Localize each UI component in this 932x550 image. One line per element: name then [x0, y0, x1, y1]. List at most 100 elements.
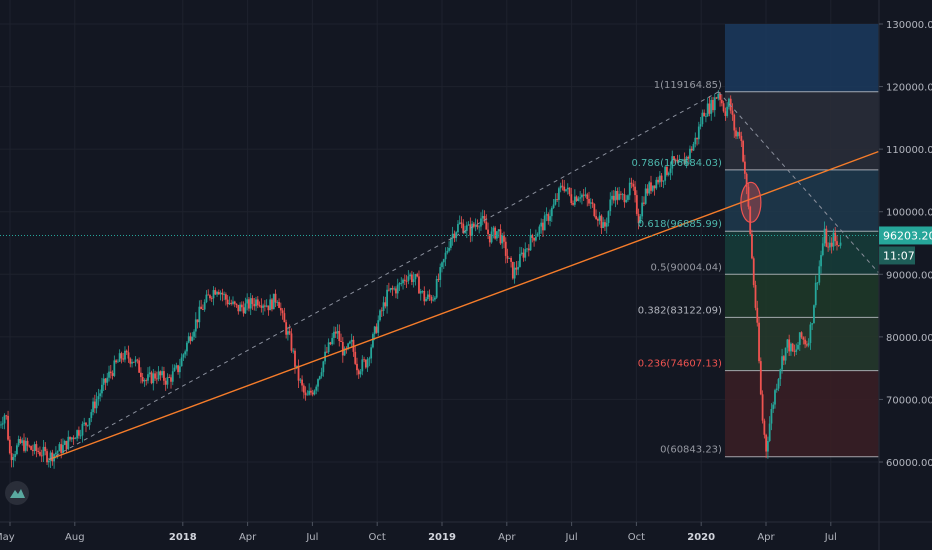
candle-body	[428, 294, 431, 297]
candle-body	[311, 392, 314, 395]
candle-body	[83, 422, 86, 424]
candle-body	[660, 175, 663, 182]
candle-body	[444, 252, 447, 260]
candle-body	[16, 445, 18, 455]
candle-body	[827, 246, 830, 248]
candle-body	[62, 444, 64, 454]
trendline-swing-down	[718, 91, 879, 273]
candle-body	[116, 361, 119, 363]
candle-body	[205, 294, 208, 303]
candle-body	[136, 359, 139, 361]
fibonacci-levels	[724, 91, 879, 458]
candle-body	[641, 202, 644, 217]
candle-body	[804, 339, 806, 345]
candle-body	[602, 222, 605, 229]
candle-body	[729, 98, 732, 111]
candle-body	[681, 159, 684, 162]
time-axis[interactable]: May Aug 2018 Apr Jul Oct 2019 Apr Jul Oct 2020 Apr J…	[0, 522, 837, 543]
candle-body	[405, 280, 408, 282]
candle-body	[155, 378, 158, 380]
candle-body	[35, 444, 38, 451]
candle-body	[171, 371, 174, 382]
candle-body	[740, 135, 743, 141]
candle-body	[839, 242, 842, 246]
candle-body	[265, 305, 268, 307]
candle-body	[646, 188, 649, 194]
candle-body	[366, 359, 369, 368]
y-tick-label: 80000.00	[886, 333, 932, 344]
candle-body	[111, 373, 114, 376]
candle-body	[255, 299, 257, 307]
candle-body	[161, 371, 164, 376]
candle-body	[533, 237, 536, 241]
price-axis[interactable]: 60000.00 70000.00 80000.00 90000.00 100000.0…	[879, 20, 932, 469]
candle-body	[113, 360, 116, 376]
candle-body	[632, 183, 635, 187]
candle-body	[263, 305, 266, 307]
candle-body	[210, 298, 213, 299]
candle-body	[524, 249, 527, 258]
candle-body	[441, 262, 443, 268]
candle-body	[816, 282, 819, 284]
candle-body	[219, 292, 222, 295]
candle-body	[90, 412, 93, 419]
candle-body	[701, 112, 704, 125]
candle-body	[201, 309, 204, 310]
candle-body	[579, 197, 582, 199]
candle-body	[683, 159, 686, 165]
candle-body	[768, 423, 771, 441]
candle-body	[279, 307, 282, 311]
candle-body	[147, 374, 149, 381]
candle-body	[233, 301, 236, 304]
candle-body	[434, 297, 436, 300]
candle-body	[519, 254, 521, 267]
candle-body	[19, 438, 22, 443]
candle-body	[733, 114, 736, 131]
candle-body	[281, 310, 284, 314]
candle-body	[271, 299, 273, 310]
candle-body	[419, 291, 422, 294]
candle-body	[552, 204, 555, 209]
candle-body	[46, 451, 48, 463]
candle-body	[193, 331, 195, 337]
candle-body	[207, 294, 210, 296]
candle-body	[272, 293, 275, 310]
candle-body	[63, 440, 66, 445]
candle-body	[471, 223, 474, 236]
candle-body	[442, 259, 445, 263]
candle-body	[722, 103, 725, 112]
candle-body	[170, 377, 172, 382]
candle-body	[269, 299, 272, 311]
candle-body	[327, 342, 330, 353]
candle-body	[79, 435, 82, 437]
candle-body	[182, 354, 185, 358]
candle-body	[439, 267, 442, 280]
candle-body	[70, 437, 73, 440]
candle-body	[805, 344, 808, 346]
candle-body	[591, 202, 594, 205]
candle-body	[118, 353, 121, 362]
candle-body	[538, 226, 541, 234]
candle-body	[237, 304, 240, 312]
tradingview-logo-icon[interactable]	[5, 481, 29, 505]
candle-body	[749, 206, 752, 235]
candle-body	[106, 377, 109, 383]
candle-body	[823, 228, 826, 244]
candle-body	[619, 193, 622, 195]
candle-body	[292, 350, 295, 352]
candle-body	[837, 245, 840, 246]
candle-body	[432, 299, 435, 301]
candle-body	[325, 351, 328, 353]
candle-body	[407, 276, 410, 282]
candle-body	[655, 179, 658, 189]
candle-body	[343, 348, 346, 356]
candle-body	[795, 349, 798, 352]
candle-body	[141, 377, 144, 382]
candle-body	[565, 189, 567, 191]
candle-body	[807, 342, 810, 346]
fib-zone	[724, 370, 879, 457]
logo-mark	[10, 489, 25, 498]
candle-body	[230, 302, 233, 304]
candle-body	[196, 319, 199, 323]
